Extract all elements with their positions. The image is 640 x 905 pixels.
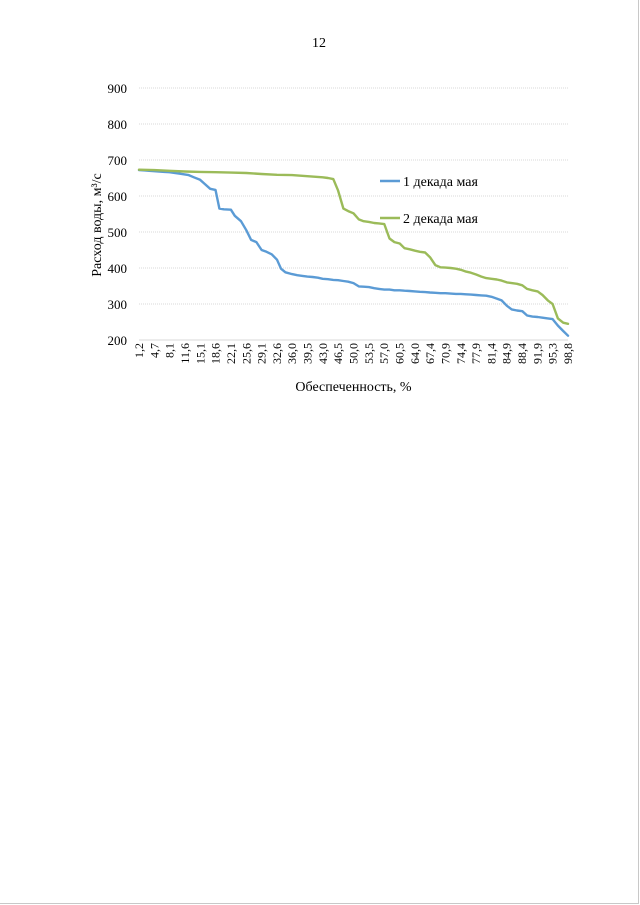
y-tick-label: 800 — [108, 117, 128, 132]
line-chart: 200 300 400 500 600 700 800 900 1,2 4,7 8,1 11,6 15… — [90, 81, 575, 395]
x-tick-label: 95,3 — [546, 343, 560, 364]
chart-gridlines — [139, 87, 568, 341]
x-tick-label: 50,0 — [347, 343, 361, 364]
x-tick-label: 15,1 — [193, 343, 207, 364]
x-axis-label: Обеспеченность, % — [295, 380, 411, 395]
x-tick-label: 91,9 — [530, 343, 544, 364]
x-tick-label: 39,5 — [301, 343, 315, 364]
series-line — [137, 168, 570, 337]
x-tick-label: 43,0 — [316, 343, 330, 364]
x-tick-label: 53,5 — [362, 343, 376, 364]
y-tick-label: 500 — [108, 225, 128, 240]
series-lines — [137, 168, 570, 337]
y-axis-tick-labels: 200 300 400 500 600 700 800 900 — [108, 81, 128, 348]
x-tick-label: 81,4 — [484, 343, 498, 364]
y-axis-label: Расход воды, м³/с — [90, 173, 105, 277]
series-line — [137, 168, 570, 325]
x-tick-label: 1,2 — [132, 343, 146, 358]
y-tick-label: 700 — [108, 153, 128, 168]
x-tick-label: 18,6 — [209, 343, 223, 364]
x-tick-label: 77,9 — [469, 343, 483, 364]
x-tick-label: 60,5 — [392, 343, 406, 364]
x-tick-label: 8,1 — [163, 343, 177, 358]
x-tick-label: 98,8 — [561, 343, 575, 364]
x-tick-label: 84,9 — [500, 343, 514, 364]
x-tick-label: 67,4 — [423, 343, 437, 364]
x-tick-label: 74,4 — [454, 343, 468, 364]
legend-label: 1 декада мая — [403, 175, 478, 190]
y-tick-label: 900 — [108, 81, 128, 96]
x-tick-label: 46,5 — [331, 343, 345, 364]
y-tick-label: 300 — [108, 297, 128, 312]
y-tick-label: 400 — [108, 261, 128, 276]
y-tick-label: 600 — [108, 189, 128, 204]
x-tick-label: 64,0 — [408, 343, 422, 364]
x-tick-label: 88,4 — [515, 343, 529, 364]
x-tick-label: 4,7 — [147, 343, 161, 358]
x-tick-label: 29,1 — [255, 343, 269, 364]
x-tick-label: 22,1 — [224, 343, 238, 364]
x-tick-label: 70,9 — [438, 343, 452, 364]
x-tick-label: 36,0 — [285, 343, 299, 364]
x-tick-label: 11,6 — [178, 343, 192, 364]
x-axis-tick-labels: 1,2 4,7 8,1 11,6 15,1 18,6 22,1 25,6 29,1 32,6 36,… — [132, 343, 575, 364]
x-tick-label: 25,6 — [239, 343, 253, 364]
chart-legend: 1 декада мая 2 декада мая — [380, 175, 478, 227]
legend-label: 2 декада мая — [403, 212, 478, 227]
y-tick-label: 200 — [108, 333, 128, 348]
x-tick-label: 32,6 — [270, 343, 284, 364]
page-number: 12 — [312, 36, 326, 51]
x-tick-label: 57,0 — [377, 343, 391, 364]
